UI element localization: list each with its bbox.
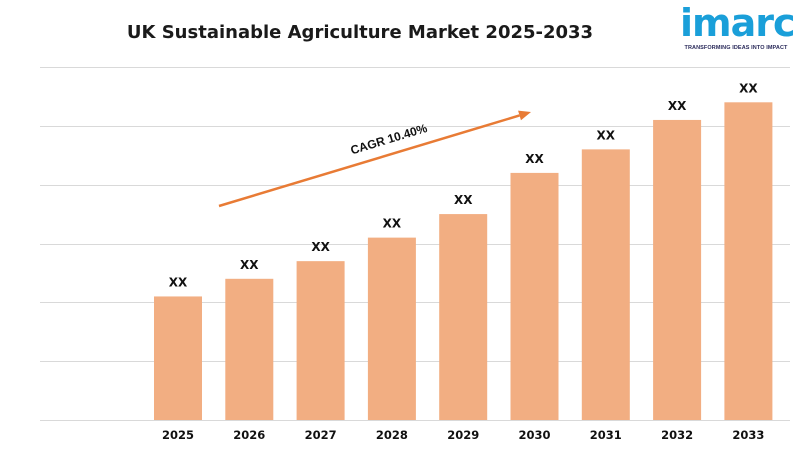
bar-value-label: XX (454, 193, 473, 207)
bar-2027 (296, 261, 345, 420)
bar-2031 (581, 149, 630, 420)
x-tick-label: 2026 (233, 428, 265, 442)
x-tick-label: 2032 (661, 428, 693, 442)
bars (154, 102, 773, 421)
logo-wordmark: imarc (680, 1, 796, 45)
bar-value-label: XX (739, 81, 758, 95)
bar-value-label: XX (169, 275, 188, 289)
x-tick-label: 2030 (518, 428, 550, 442)
cagr-annotation: CAGR 10.40% (218, 110, 531, 208)
x-tick-label: 2029 (447, 428, 479, 442)
x-tick-label: 2033 (732, 428, 764, 442)
x-tick-label: 2025 (162, 428, 194, 442)
bar-2025 (154, 296, 202, 420)
bar-value-label: XX (525, 152, 544, 166)
chart-title: UK Sustainable Agriculture Market 2025-2… (126, 22, 594, 43)
bar-2029 (439, 214, 488, 420)
x-tick-label: 2031 (590, 428, 622, 442)
x-tick-label: 2028 (376, 428, 408, 442)
bar-value-label: XX (383, 217, 402, 231)
bar-2026 (225, 278, 274, 420)
cagr-arrow-line (218, 114, 520, 208)
bar-value-labels: XX XX XX XX XX XX XX XX XX (169, 81, 759, 289)
bar-2033 (724, 102, 773, 421)
bar-2032 (653, 119, 702, 420)
bar-value-label: XX (311, 240, 330, 254)
logo-tagline: TRANSFORMING IDEAS INTO IMPACT (684, 45, 788, 51)
x-tick-labels: 2025 2026 2027 2028 2029 2030 2031 2032 2033 (162, 428, 764, 442)
bar-value-label: XX (668, 99, 687, 113)
bar-2030 (510, 172, 559, 420)
bar-value-label: XX (597, 128, 616, 142)
imarc-logo: imarc TRANSFORMING IDEAS INTO IMPACT (680, 1, 796, 56)
cagr-arrow-head (518, 110, 531, 121)
bar-value-label: XX (240, 258, 259, 272)
bar-2028 (367, 237, 416, 420)
x-tick-label: 2027 (305, 428, 337, 442)
